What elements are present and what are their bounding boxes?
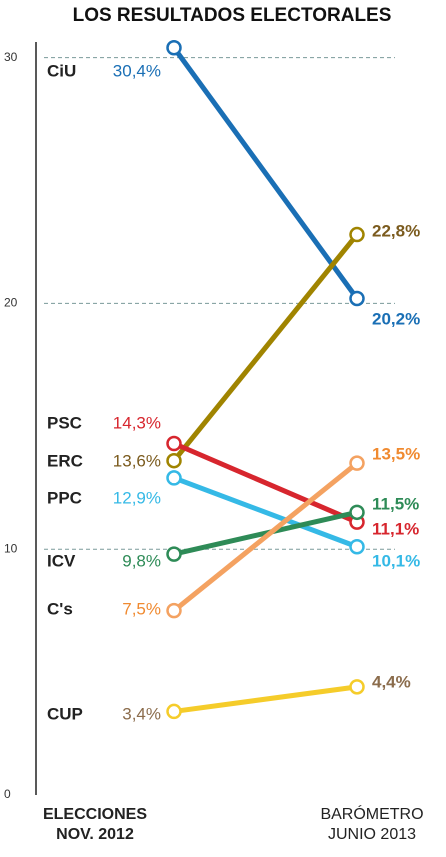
value-label: 11,5% bbox=[372, 494, 419, 513]
y-tick-label: 10 bbox=[4, 541, 18, 555]
x-category-label: ELECCIONES bbox=[43, 806, 147, 823]
point bbox=[166, 703, 182, 720]
series-name: ERC bbox=[47, 451, 83, 470]
y-tick-label: 30 bbox=[4, 50, 18, 64]
value-label: 7,5% bbox=[122, 599, 161, 618]
point bbox=[166, 39, 182, 56]
value-label: 4,4% bbox=[372, 672, 411, 691]
point bbox=[166, 470, 182, 486]
value-label: 22,8% bbox=[372, 221, 420, 240]
value-label: 20,2% bbox=[372, 309, 420, 328]
point bbox=[349, 455, 365, 471]
point bbox=[166, 435, 182, 452]
series-line bbox=[173, 684, 358, 714]
x-category-label: JUNIO 2013 bbox=[328, 826, 416, 843]
value-label: 14,3% bbox=[113, 413, 161, 432]
series-line bbox=[173, 475, 358, 550]
series-name: C's bbox=[47, 599, 73, 618]
chart-title: LOS RESULTADOS ELECTORALES bbox=[73, 5, 392, 26]
point bbox=[349, 290, 365, 307]
series-line bbox=[173, 509, 358, 557]
value-label: 30,4% bbox=[113, 61, 161, 80]
point bbox=[166, 452, 182, 469]
value-label: 10,1% bbox=[372, 551, 420, 570]
value-label: 11,1% bbox=[372, 519, 419, 538]
x-category-label: NOV. 2012 bbox=[56, 826, 134, 843]
series-name: PPC bbox=[47, 488, 82, 507]
series-name: ICV bbox=[47, 551, 76, 570]
point bbox=[166, 602, 182, 619]
point bbox=[349, 226, 365, 243]
point bbox=[349, 538, 365, 555]
series-name: CUP bbox=[47, 704, 83, 723]
value-label: 12,9% bbox=[113, 488, 161, 507]
series-line bbox=[171, 46, 360, 300]
y-tick-label: 0 bbox=[4, 787, 11, 801]
series-line bbox=[172, 232, 359, 463]
point bbox=[166, 546, 182, 562]
y-tick-label: 20 bbox=[4, 296, 18, 310]
x-category-label: BARÓMETRO bbox=[320, 804, 423, 823]
series-line bbox=[172, 461, 359, 613]
value-label: 13,6% bbox=[113, 451, 161, 470]
value-label: 13,5% bbox=[372, 444, 420, 463]
series-line bbox=[173, 441, 358, 525]
point bbox=[349, 504, 365, 521]
series-name: PSC bbox=[47, 413, 82, 432]
series-name: CiU bbox=[47, 61, 76, 80]
point bbox=[349, 679, 365, 695]
value-label: 9,8% bbox=[122, 551, 161, 570]
value-label: 3,4% bbox=[122, 704, 161, 723]
